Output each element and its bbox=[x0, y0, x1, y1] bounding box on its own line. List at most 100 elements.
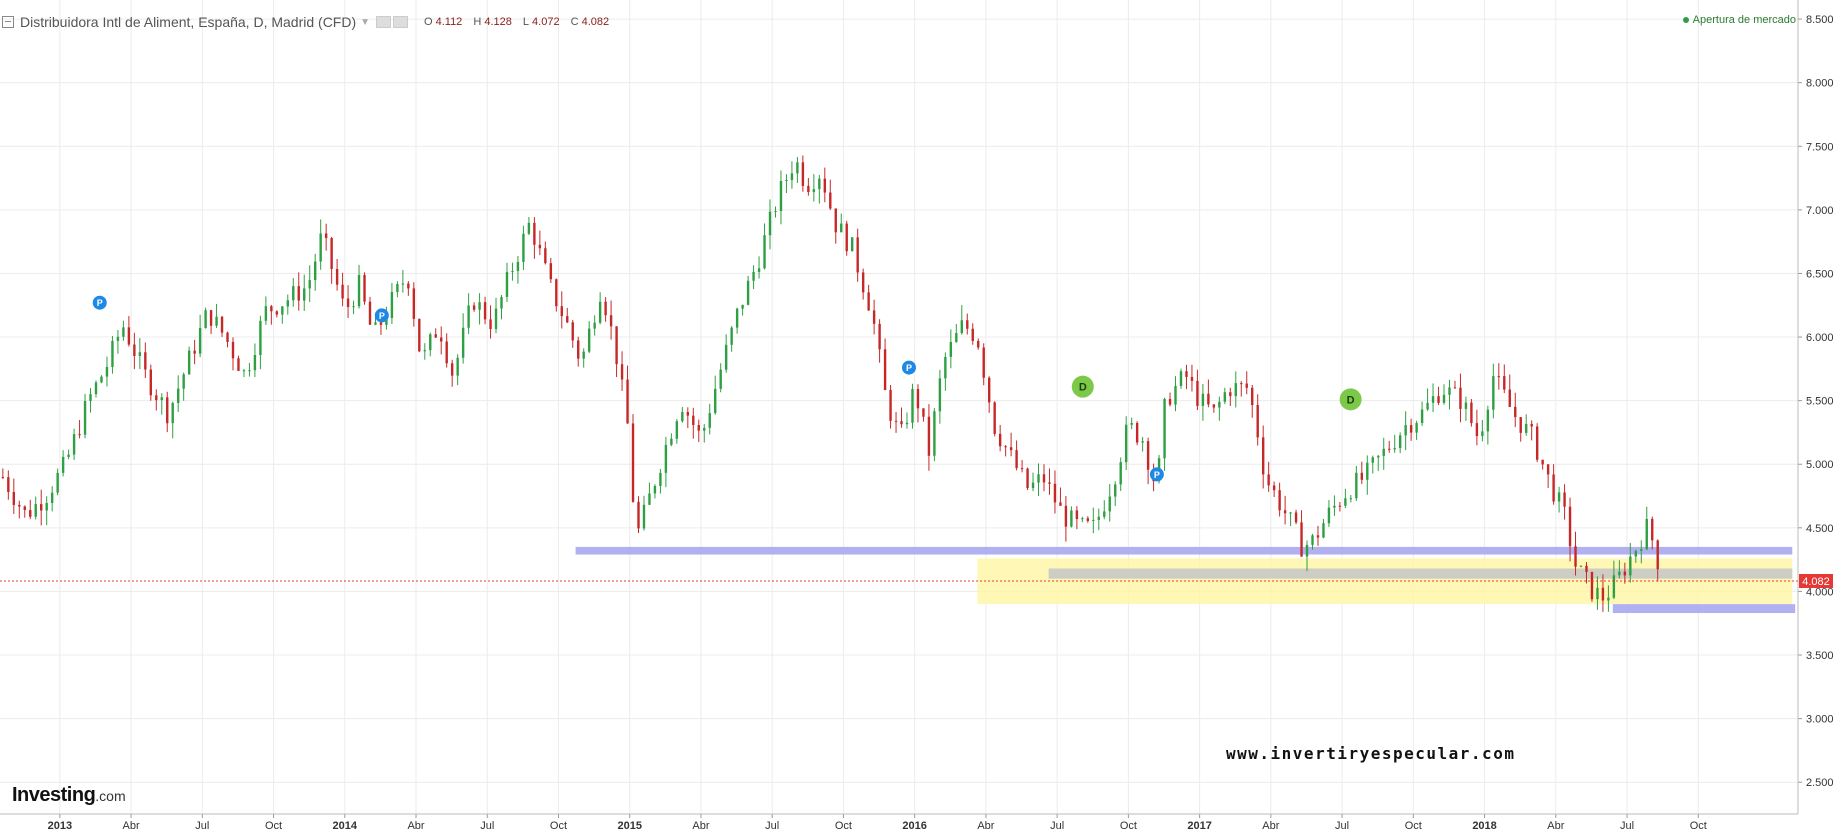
candle-body-up bbox=[1404, 425, 1407, 436]
ohlc-readout: O 4.112 H 4.128 L 4.072 C 4.082 bbox=[424, 16, 617, 28]
candle-body-down bbox=[1283, 510, 1287, 514]
candle-body-down bbox=[977, 340, 980, 348]
candle-body-up bbox=[248, 370, 251, 372]
candle-body-down bbox=[1530, 423, 1533, 427]
candle-body-up bbox=[176, 388, 180, 403]
candle-body-down bbox=[18, 504, 21, 507]
candle-body-down bbox=[237, 358, 240, 371]
investing-logo[interactable]: Investing.com bbox=[12, 784, 126, 807]
candle-body-up bbox=[840, 223, 843, 233]
candle-body-down bbox=[878, 323, 881, 350]
candle-body-down bbox=[823, 178, 827, 193]
candle-body-up bbox=[281, 306, 284, 315]
zone-rect bbox=[575, 546, 1793, 555]
candle-body-down bbox=[1535, 426, 1539, 460]
candle-body-down bbox=[270, 306, 273, 312]
candle-body-up bbox=[905, 422, 909, 425]
candle-body-up bbox=[390, 292, 394, 319]
candle-body-down bbox=[626, 379, 629, 424]
candle-body-up bbox=[89, 394, 92, 402]
candle-body-down bbox=[692, 415, 695, 426]
candle-body-down bbox=[993, 402, 996, 434]
settings-icon[interactable] bbox=[393, 16, 409, 28]
candle-body-up bbox=[357, 274, 361, 307]
status-dot-icon bbox=[1682, 17, 1689, 23]
candle-body-up bbox=[50, 492, 54, 503]
candle-body-down bbox=[856, 237, 859, 273]
candle-body-up bbox=[681, 412, 684, 422]
y-tick-label: 8.500 bbox=[1806, 14, 1834, 26]
candle-body-down bbox=[166, 397, 169, 424]
candle-body-down bbox=[1300, 522, 1303, 557]
candle-body-up bbox=[1596, 587, 1599, 600]
candle-body-up bbox=[763, 235, 766, 269]
candle-body-up bbox=[1431, 396, 1435, 403]
candle-body-down bbox=[697, 425, 700, 431]
x-tick-label: Jul bbox=[1335, 820, 1349, 832]
pivot-marker[interactable] bbox=[92, 295, 107, 310]
dividend-marker[interactable] bbox=[1339, 388, 1362, 411]
collapse-icon[interactable] bbox=[2, 16, 14, 28]
pivot-marker[interactable] bbox=[901, 360, 916, 375]
candle-body-down bbox=[1053, 483, 1057, 503]
candle-body-up bbox=[812, 189, 816, 193]
x-tick-label: Jul bbox=[480, 820, 494, 832]
y-tick-label: 3.000 bbox=[1806, 714, 1834, 726]
zone-rect bbox=[1048, 568, 1793, 579]
logo-main: Investing bbox=[12, 784, 96, 806]
candle-body-up bbox=[1097, 516, 1100, 520]
candle-body-down bbox=[1135, 422, 1139, 443]
candle-body-up bbox=[467, 305, 470, 328]
candle-body-down bbox=[275, 311, 279, 315]
candle-body-up bbox=[703, 427, 706, 431]
event-markers[interactable]: P P P P D D bbox=[92, 295, 1362, 482]
candle-body-up bbox=[56, 472, 59, 493]
candle-body-down bbox=[829, 192, 832, 209]
x-tick-label: Oct bbox=[835, 820, 852, 832]
candle-body-down bbox=[1294, 512, 1298, 523]
candle-body-up bbox=[1070, 510, 1073, 527]
candle-body-down bbox=[1453, 387, 1457, 389]
candle-body-down bbox=[209, 310, 213, 326]
candle-body-up bbox=[1612, 575, 1616, 598]
candle-body-up bbox=[1486, 409, 1490, 432]
candle-body-down bbox=[1185, 371, 1188, 377]
candle-body-up bbox=[1174, 385, 1177, 405]
candle-body-down bbox=[1251, 387, 1254, 405]
candle-body-up bbox=[511, 271, 514, 273]
candle-body-up bbox=[423, 350, 426, 352]
candle-body-down bbox=[845, 223, 848, 252]
candle-body-up bbox=[1442, 394, 1446, 403]
candle-body-up bbox=[949, 342, 953, 357]
dividend-marker[interactable] bbox=[1071, 375, 1094, 398]
candle-body-up bbox=[111, 340, 114, 368]
candle-body-up bbox=[1031, 482, 1035, 489]
candle-body-down bbox=[555, 279, 558, 307]
candle-body-up bbox=[1398, 435, 1402, 449]
candle-body-up bbox=[94, 382, 98, 395]
candle-body-down bbox=[922, 408, 925, 417]
candle-body-up bbox=[456, 357, 459, 376]
x-tick-label: Jul bbox=[195, 820, 209, 832]
visibility-icon[interactable] bbox=[376, 16, 392, 28]
candle-body-up bbox=[187, 350, 191, 375]
candle-body-down bbox=[1563, 492, 1566, 507]
candle-body-up bbox=[401, 283, 405, 285]
candle-body-up bbox=[429, 334, 432, 351]
chevron-down-icon[interactable]: ▼ bbox=[360, 16, 371, 28]
candle-body-up bbox=[374, 322, 377, 325]
pivot-marker[interactable] bbox=[1149, 467, 1164, 482]
candle-body-down bbox=[1552, 474, 1555, 502]
candle-body-down bbox=[1508, 389, 1511, 407]
pivot-marker[interactable] bbox=[374, 308, 389, 323]
candle-body-down bbox=[1015, 450, 1018, 469]
candle-body-down bbox=[631, 423, 635, 502]
candle-body-down bbox=[1261, 437, 1265, 475]
candle-body-down bbox=[193, 350, 196, 354]
candle-body-down bbox=[1020, 468, 1024, 470]
candle-body-up bbox=[1377, 455, 1380, 458]
candle-body-up bbox=[741, 304, 744, 309]
event-marker-label: D bbox=[1347, 394, 1355, 406]
x-tick-label: Abr bbox=[692, 820, 709, 832]
